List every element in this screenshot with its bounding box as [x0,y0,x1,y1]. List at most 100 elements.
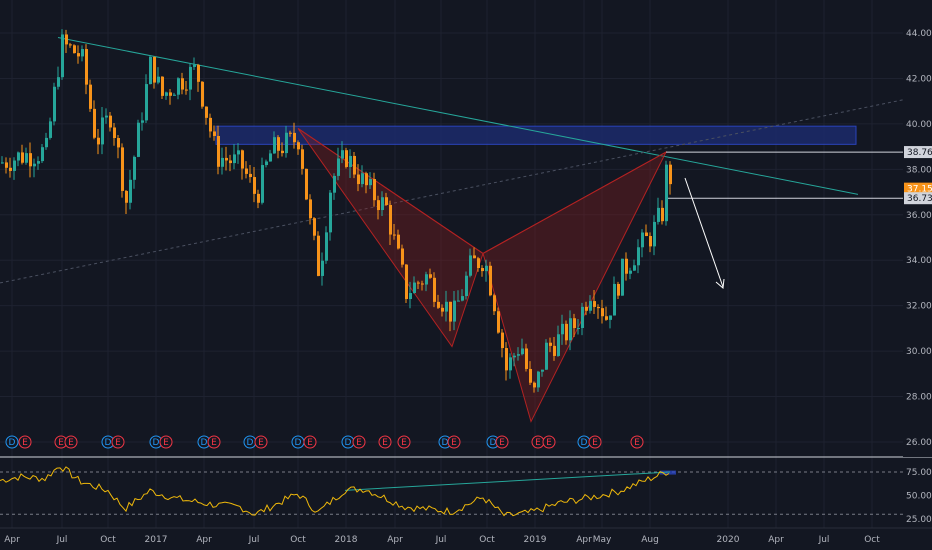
candle-body [281,150,284,154]
candle-body [33,163,36,167]
candle-body [377,200,380,211]
candle-body [341,150,344,159]
candle-body [329,192,332,233]
candle-body [65,34,68,45]
candle-body [485,265,488,272]
price-levels [666,151,903,199]
badge-circle [111,435,125,449]
candle-body [17,152,20,161]
candle-body [85,49,88,85]
candle-body [209,117,212,132]
candle-body [433,277,436,302]
candle-body [569,318,572,341]
candle-body [589,301,592,311]
badge-label: E [634,438,640,448]
earnings-badge[interactable]: E [303,435,317,449]
candle-body [381,197,384,211]
rsi-axis-label: 25.00 [906,515,932,525]
candle-body [73,45,76,54]
badge-label: E [163,438,169,448]
earnings-badge[interactable]: E [254,435,268,449]
candle-body [621,258,624,296]
badge-label: E [401,438,407,448]
earnings-badge[interactable]: E [630,435,644,449]
dividend-badge[interactable]: D [291,435,305,449]
dividend-badge[interactable]: D [341,435,355,449]
candle-body [245,168,248,174]
candle-body [537,371,540,388]
candle-body [505,348,508,371]
candle-body [421,283,424,285]
current-price-tag[interactable]: 37.15 [904,182,932,195]
time-axis-label: 2019 [524,535,547,545]
badge-circle [630,435,644,449]
earnings-badge[interactable]: E [397,435,411,449]
time-axis[interactable]: Apr Jul Oct 2017 Apr Jul Oct 2018 Apr Jul Oct 2019 A… [0,527,932,545]
candle-body [645,232,648,237]
dividend-badge[interactable]: D [149,435,163,449]
candle-body [293,132,296,143]
earnings-badge[interactable]: E [18,435,32,449]
rsi-axis[interactable]: 75.00 50.00 25.00 [906,468,932,525]
candle-body [313,218,316,236]
candle-body [597,306,600,309]
candle-body [345,150,348,167]
price-level-tag[interactable]: 36.73 [904,192,932,205]
candle-body [49,121,52,138]
candle-body [29,153,32,167]
price-axis[interactable]: 44.00 42.00 40.00 38.00 36.00 34.00 32.00 30.00… [903,0,932,457]
candle-body [445,301,448,312]
time-axis-label: Apr [768,535,784,545]
earnings-badge[interactable]: E [111,435,125,449]
candle-body [349,155,352,167]
earnings-badge[interactable]: E [207,435,221,449]
dividend-badge[interactable]: D [197,435,211,449]
time-axis-label: Jul [435,535,447,545]
badge-circle [207,435,221,449]
candle-body [617,283,620,296]
candle-body [93,108,96,138]
candle-body [241,150,244,169]
earnings-badge[interactable]: E [64,435,78,449]
candle-body [61,34,64,78]
earnings-badge[interactable]: E [531,435,545,449]
rsi-panel [0,466,903,517]
earnings-badge[interactable]: E [447,435,461,449]
candle-body [533,382,536,388]
candle-body [177,78,180,95]
candle-body [473,255,476,259]
candle-body [81,49,84,57]
earnings-badge[interactable]: E [378,435,392,449]
candle-body [649,236,652,247]
candle-body [253,177,256,194]
candle-body [257,193,260,203]
earnings-badge[interactable]: E [542,435,556,449]
dividend-badge[interactable]: D [5,435,19,449]
pattern-line-bd [482,151,667,254]
badge-label: D [345,438,352,448]
dividend-badge[interactable]: D [243,435,257,449]
earnings-badge[interactable]: E [495,435,509,449]
earnings-badge[interactable]: E [159,435,173,449]
earnings-badge[interactable]: E [588,435,602,449]
candle-body [641,232,644,248]
earnings-badge[interactable]: E [352,435,366,449]
candle-body [489,265,492,296]
price-level-tag[interactable]: 38.76 [904,146,932,159]
candle-body [25,153,28,163]
badge-label: D [105,438,112,448]
candle-body [125,190,128,203]
projection-arrow-icon [684,177,725,289]
candle-body [149,56,152,85]
badge-label: E [258,438,264,448]
candle-body [517,354,520,356]
badge-label: D [153,438,160,448]
dividend-badge[interactable]: D [577,435,591,449]
candle-body [157,76,160,83]
tag-label: 36.73 [907,194,932,204]
time-axis-label: Aug [641,535,659,545]
candle-body [629,270,632,274]
candle-body [609,315,612,320]
